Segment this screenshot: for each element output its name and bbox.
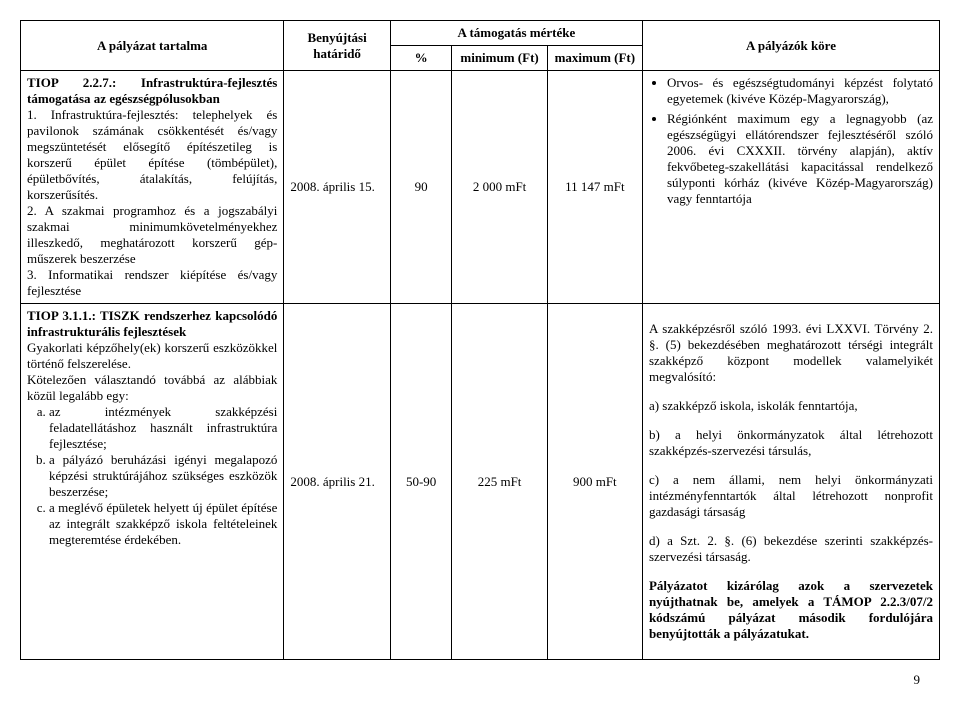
scope-bullet: Régiónként maximum egy a legnagyobb (az … [667,111,933,207]
cell-deadline: 2008. április 21. [284,304,390,660]
header-scope: A pályázók köre [642,21,939,71]
row2-letter-b: a pályázó beruházási igényi megalapozó k… [49,452,277,500]
scope-bullet: Orvos- és egészségtudományi képzést foly… [667,75,933,107]
header-min: minimum (Ft) [452,46,547,71]
row1-item3: 3. Informatikai rendszer kiépítése és/va… [27,267,277,299]
cell-deadline: 2008. április 15. [284,71,390,304]
cell-pct: 50-90 [390,304,452,660]
header-content: A pályázat tartalma [21,21,284,71]
row1-item2: 2. A szakmai programhoz és a jogszabályi… [27,203,277,267]
row2-para2: Kötelezően választandó továbbá az alábbi… [27,372,277,404]
cell-min: 225 mFt [452,304,547,660]
table-row: TIOP 2.2.7.: Infrastruktúra-fejlesztés t… [21,71,940,304]
header-support: A támogatás mértéke [390,21,642,46]
row1-title: TIOP 2.2.7.: Infrastruktúra-fejlesztés t… [27,75,277,106]
table-row: TIOP 3.1.1.: TISZK rendszerhez kapcsolód… [21,304,940,660]
cell-content: TIOP 2.2.7.: Infrastruktúra-fejlesztés t… [21,71,284,304]
header-max: maximum (Ft) [547,46,642,71]
row2-para1: Gyakorlati képzőhely(ek) korszerű eszköz… [27,340,277,372]
cell-max: 11 147 mFt [547,71,642,304]
scope-line-a: a) szakképző iskola, iskolák fenntartója… [649,398,933,414]
scope-intro: A szakképzésről szóló 1993. évi LXXVI. T… [649,321,933,385]
grant-table: A pályázat tartalma Benyújtási határidő … [20,20,940,660]
row1-item1: 1. Infrastruktúra-fejlesztés: telephelye… [27,107,277,203]
cell-min: 2 000 mFt [452,71,547,304]
scope-line-d: d) a Szt. 2. §. (6) bekezdése szerinti s… [649,533,933,565]
row2-title: TIOP 3.1.1.: TISZK rendszerhez kapcsolód… [27,308,277,339]
cell-content: TIOP 3.1.1.: TISZK rendszerhez kapcsolód… [21,304,284,660]
scope-bold: Pályázatot kizárólag azok a szervezetek … [649,578,933,641]
cell-scope: Orvos- és egészségtudományi képzést foly… [642,71,939,304]
header-deadline: Benyújtási határidő [284,21,390,71]
cell-pct: 90 [390,71,452,304]
scope-line-c: c) a nem állami, nem helyi önkormányzati… [649,472,933,520]
cell-max: 900 mFt [547,304,642,660]
cell-scope: A szakképzésről szóló 1993. évi LXXVI. T… [642,304,939,660]
scope-line-b: b) a helyi önkormányzatok által létrehoz… [649,427,933,459]
row2-letter-a: az intézmények szakképzési feladatellátá… [49,404,277,452]
header-pct: % [390,46,452,71]
page-number: 9 [20,672,940,688]
row2-letter-c: a meglévő épületek helyett új épület épí… [49,500,277,548]
